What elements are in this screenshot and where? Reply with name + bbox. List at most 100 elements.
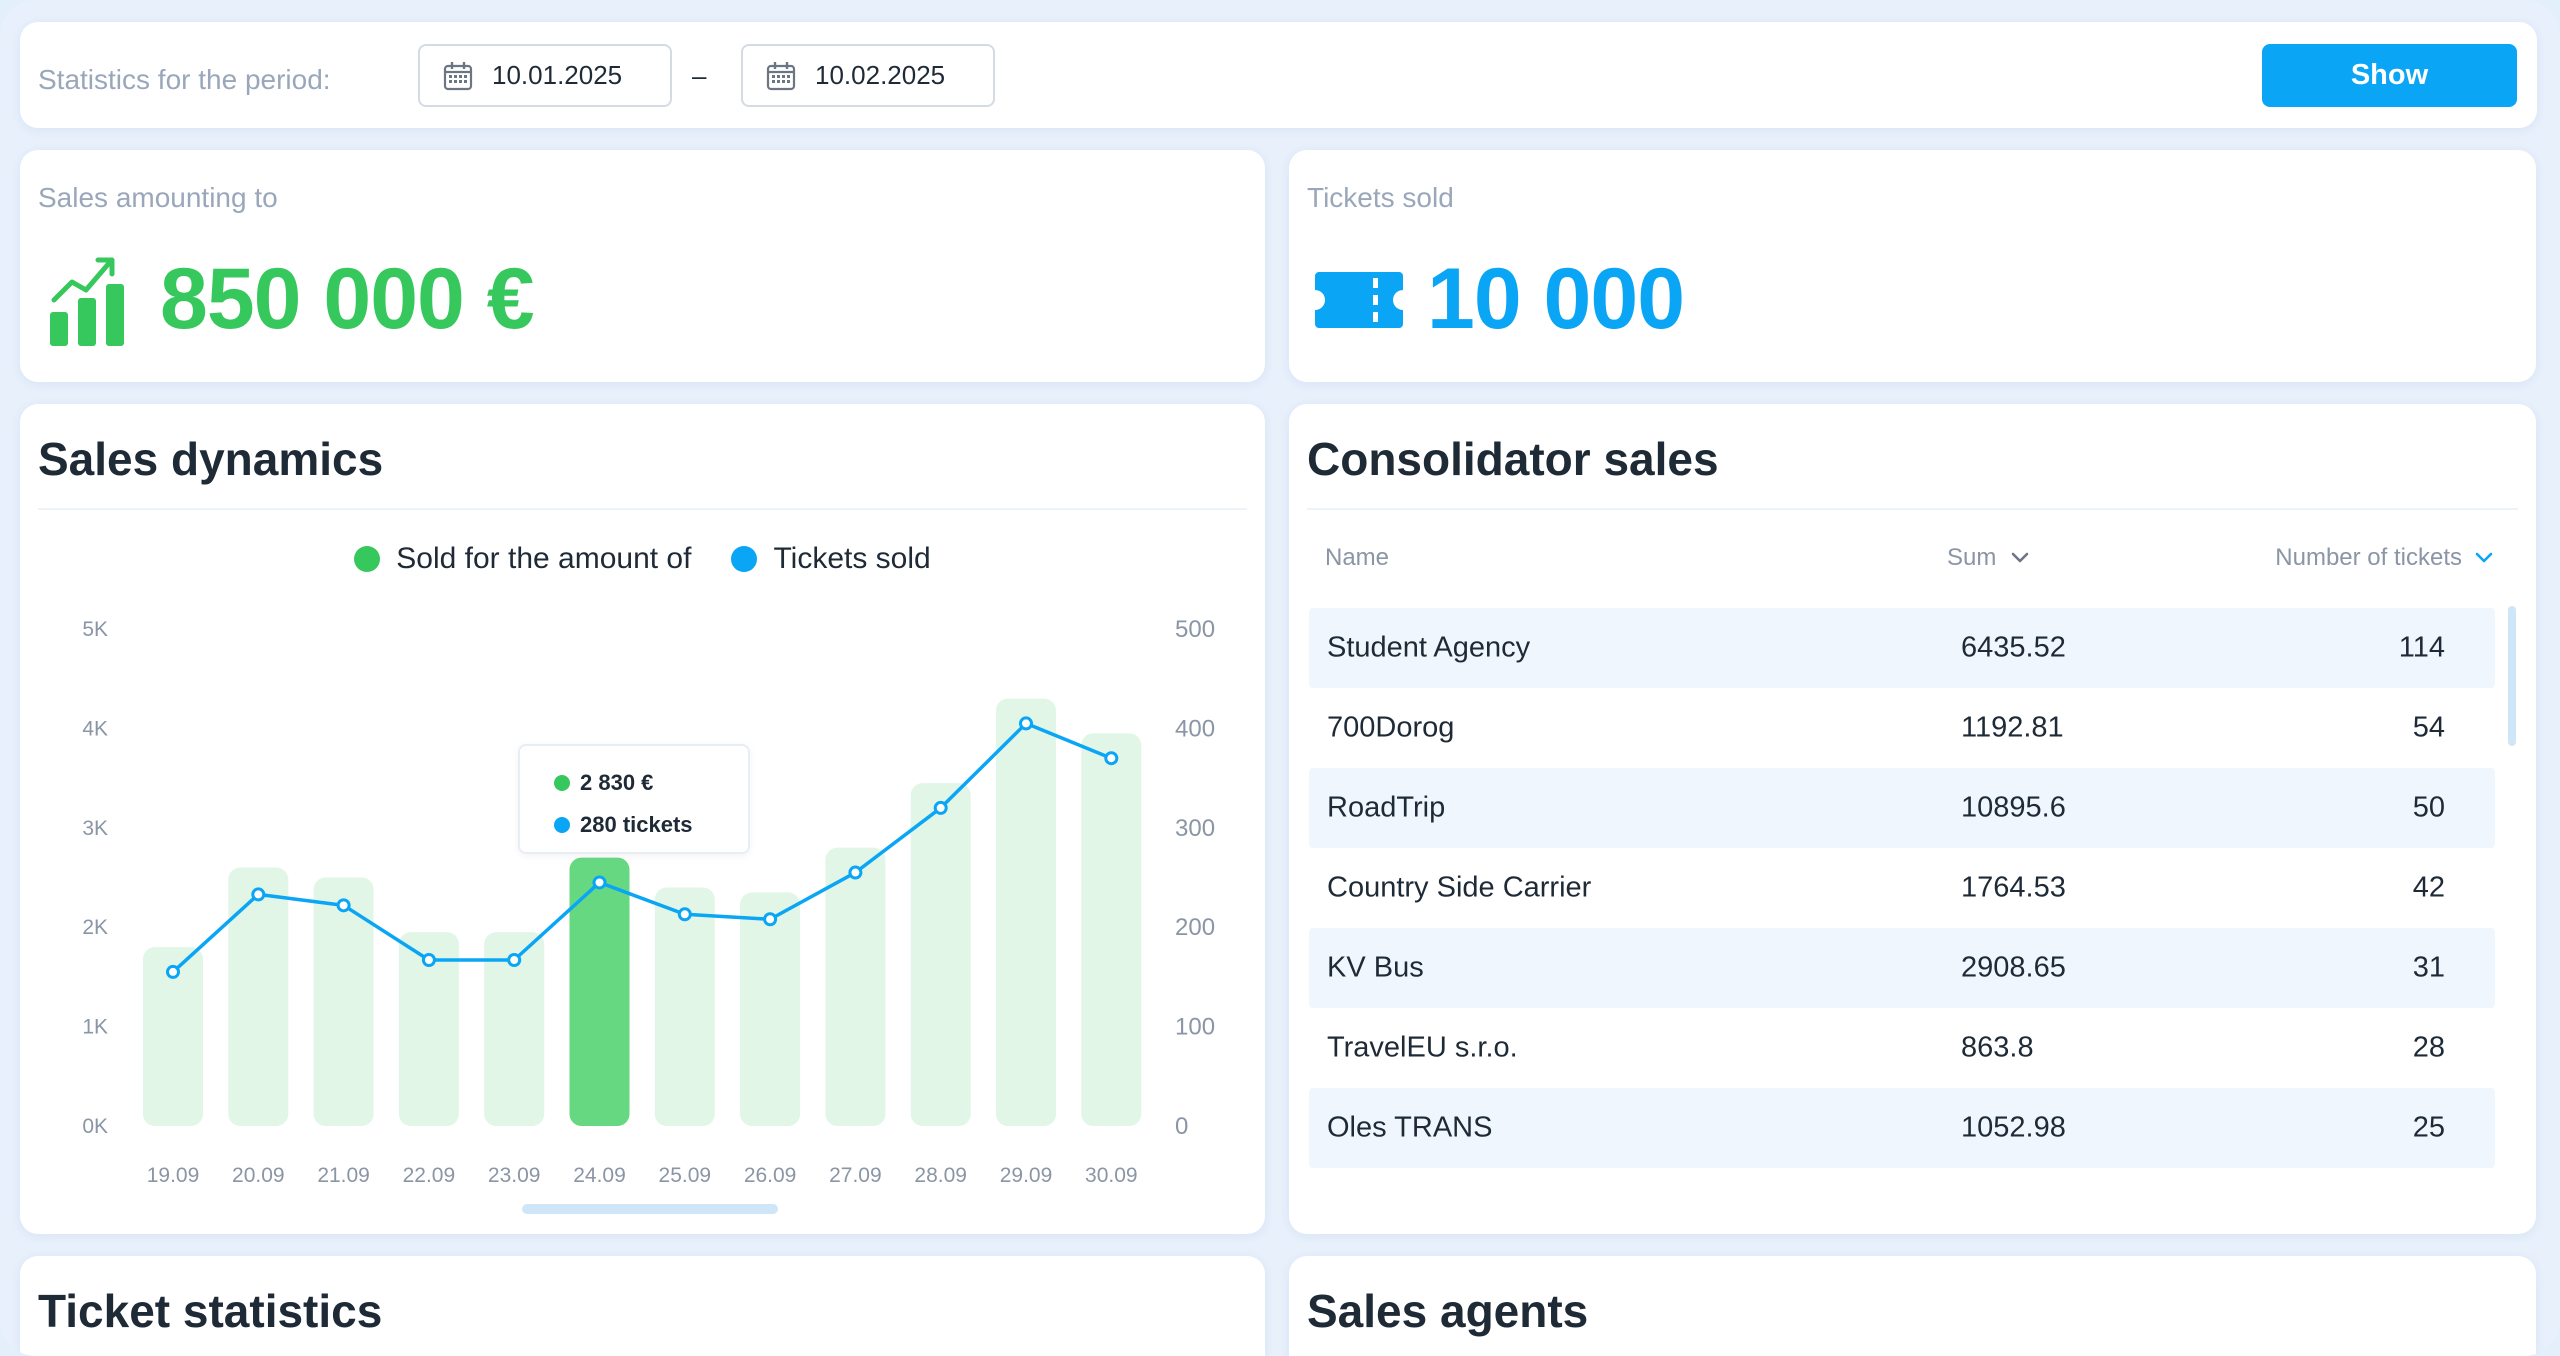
table-row[interactable]: RoadTrip 10895.6 50 <box>1309 768 2495 848</box>
table-row[interactable]: TravelEU s.r.o. 863.8 28 <box>1309 1008 2495 1088</box>
bar <box>910 783 971 1126</box>
bar <box>825 847 886 1126</box>
y-right-tick-label: 100 <box>1175 1014 1215 1041</box>
cell-name: RoadTrip <box>1327 791 1446 824</box>
cell-name: KV Bus <box>1327 951 1424 984</box>
sales-kpi-label: Sales amounting to <box>38 182 278 213</box>
line-point <box>933 800 948 815</box>
cell-name: 700Dorog <box>1327 711 1455 744</box>
cell-sum: 10895.6 <box>1961 791 2066 824</box>
period-label: Statistics for the period: <box>38 64 331 95</box>
line-point <box>677 907 692 922</box>
bar <box>398 932 459 1126</box>
chart-scrollbar[interactable] <box>522 1204 778 1214</box>
x-tick-label: 25.09 <box>659 1164 712 1187</box>
chart-tooltip: 2 830 € 280 tickets <box>518 744 750 854</box>
table-row[interactable]: 700Dorog 1192.81 54 <box>1309 688 2495 768</box>
cell-name: Country Side Carrier <box>1327 871 1592 904</box>
column-header-tickets-label: Number of tickets <box>2275 544 2462 571</box>
x-tick-label: 24.09 <box>573 1164 626 1187</box>
cell-name: Student Agency <box>1327 631 1531 664</box>
cell-tickets: 25 <box>2412 1111 2445 1144</box>
bar <box>654 887 715 1126</box>
y-right-tick-label: 400 <box>1175 715 1215 742</box>
chart-growth-icon <box>50 257 124 346</box>
cell-tickets: 54 <box>2412 711 2445 744</box>
sales-dynamics-panel: Sales dynamics Sold for the amount of Ti… <box>20 404 1265 1234</box>
y-right-tick-label: 500 <box>1175 616 1215 643</box>
x-tick-label: 23.09 <box>488 1164 541 1187</box>
table-row[interactable]: Country Side Carrier 1764.53 42 <box>1309 848 2495 928</box>
date-from-field[interactable]: 10.01.2025 <box>418 44 672 107</box>
cell-sum: 1192.81 <box>1961 711 2064 744</box>
line-point <box>336 898 351 913</box>
x-tick-label: 27.09 <box>829 1164 882 1187</box>
x-tick-label: 29.09 <box>1000 1164 1053 1187</box>
legend-item-tickets[interactable]: Tickets sold <box>731 542 931 576</box>
legend-label-tickets: Tickets sold <box>773 542 931 575</box>
tooltip-amount: 2 830 € <box>580 770 654 795</box>
bar <box>143 947 203 1126</box>
column-header-sum[interactable]: Sum <box>1947 544 2030 572</box>
table-body: Student Agency 6435.52 114 700Dorog 1192… <box>1309 608 2495 1168</box>
tickets-kpi-value: 10 000 <box>1427 251 1685 347</box>
line-point <box>1104 751 1119 766</box>
ticket-icon <box>1315 271 1403 328</box>
cell-sum: 6435.52 <box>1961 631 2066 664</box>
sales-dynamics-title: Sales dynamics <box>38 433 384 485</box>
table-scrollbar[interactable] <box>2508 606 2516 746</box>
bar <box>996 698 1056 1126</box>
period-filter-bar: Statistics for the period: 10.01.2025 – … <box>20 22 2537 128</box>
column-header-name[interactable]: Name <box>1325 544 1389 572</box>
bar <box>569 857 630 1126</box>
ticket-statistics-panel: Ticket statistics <box>20 1256 1265 1356</box>
tooltip-dot-green <box>554 775 570 791</box>
y-right-tick-label: 200 <box>1175 914 1215 941</box>
cell-tickets: 28 <box>2412 1031 2445 1064</box>
line-point <box>251 887 266 902</box>
tickets-line <box>171 721 1112 974</box>
table-row[interactable]: KV Bus 2908.65 31 <box>1309 928 2495 1008</box>
table-row[interactable]: Student Agency 6435.52 114 <box>1309 608 2495 688</box>
tooltip-dot-blue <box>554 817 570 833</box>
chart-legend: Sold for the amount of Tickets sold <box>20 542 1265 576</box>
date-from-value: 10.01.2025 <box>492 60 623 90</box>
y-left-tick-label: 0K <box>82 1115 108 1138</box>
cell-tickets: 50 <box>2412 791 2445 824</box>
y-right-tick-label: 300 <box>1175 815 1215 842</box>
calendar-icon <box>443 61 473 90</box>
date-to-field[interactable]: 10.02.2025 <box>741 44 995 107</box>
sales-agents-panel: Sales agents <box>1289 1256 2536 1356</box>
sales-agents-title: Sales agents <box>1307 1285 1589 1337</box>
tooltip-tickets: 280 tickets <box>580 812 693 837</box>
chevron-down-icon <box>2012 552 2029 563</box>
sales-kpi-card: Sales amounting to 850 000 € <box>20 150 1265 382</box>
cell-sum: 863.8 <box>1961 1031 2034 1064</box>
y-left-tick-label: 1K <box>82 1016 108 1039</box>
legend-item-amount[interactable]: Sold for the amount of <box>354 542 691 576</box>
y-left-tick-label: 4K <box>82 717 108 740</box>
date-separator: – <box>692 60 707 91</box>
line-point <box>763 912 778 927</box>
bar <box>228 867 289 1126</box>
table-row[interactable]: Oles TRANS 1052.98 25 <box>1309 1088 2495 1168</box>
bar <box>313 877 374 1126</box>
cell-tickets: 31 <box>2412 951 2445 984</box>
x-tick-label: 28.09 <box>914 1164 967 1187</box>
legend-dot-green <box>354 546 381 572</box>
line-point <box>848 865 863 880</box>
tickets-kpi-label: Tickets sold <box>1307 182 1454 213</box>
chevron-down-icon <box>2475 552 2493 563</box>
line-point <box>166 964 180 979</box>
y-right-tick-label: 0 <box>1175 1113 1188 1140</box>
column-header-tickets[interactable]: Number of tickets <box>2275 544 2494 572</box>
show-button[interactable]: Show <box>2262 44 2517 107</box>
column-header-sum-label: Sum <box>1947 544 1997 571</box>
consolidator-sales-title: Consolidator sales <box>1307 433 1719 485</box>
bar <box>740 892 801 1126</box>
legend-dot-blue <box>731 546 758 572</box>
cell-tickets: 42 <box>2412 871 2445 904</box>
x-tick-label: 26.09 <box>744 1164 797 1187</box>
cell-sum: 1764.53 <box>1961 871 2066 904</box>
